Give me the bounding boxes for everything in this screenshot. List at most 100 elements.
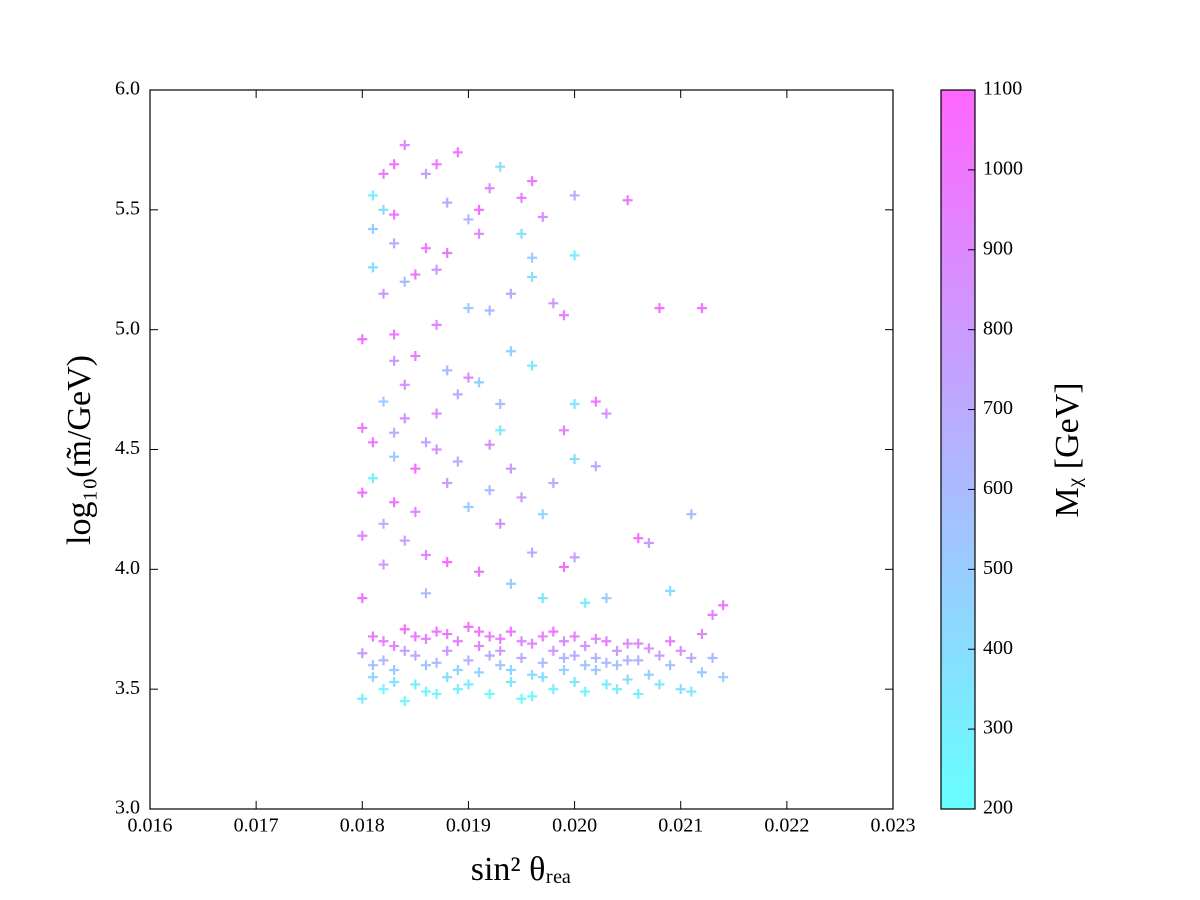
- point: [548, 298, 559, 309]
- point: [537, 509, 548, 520]
- point: [633, 655, 644, 666]
- point: [569, 676, 580, 687]
- point: [569, 454, 580, 465]
- point: [569, 250, 580, 261]
- point: [665, 660, 676, 671]
- y-tick-label: 4.0: [115, 557, 140, 579]
- point: [569, 190, 580, 201]
- point: [378, 518, 389, 529]
- point: [474, 566, 485, 577]
- point: [495, 633, 506, 644]
- point: [601, 593, 612, 604]
- point: [420, 549, 431, 560]
- y-tick-label: 6.0: [115, 78, 140, 100]
- point: [622, 674, 633, 685]
- colorbar-tick-label: 1100: [983, 78, 1022, 100]
- y-tick-label: 5.5: [115, 197, 140, 219]
- point: [484, 183, 495, 194]
- point: [590, 664, 601, 675]
- point: [537, 593, 548, 604]
- point: [420, 243, 431, 254]
- point: [431, 264, 442, 275]
- point: [452, 389, 463, 400]
- point: [399, 696, 410, 707]
- point: [665, 585, 676, 596]
- point: [707, 609, 718, 620]
- point: [378, 655, 389, 666]
- point: [367, 437, 378, 448]
- point: [410, 269, 421, 280]
- point: [590, 396, 601, 407]
- point: [463, 679, 474, 690]
- x-tick-label: 0.018: [340, 815, 385, 837]
- colorbar-tick-label: 700: [983, 397, 1013, 419]
- point: [378, 396, 389, 407]
- point: [442, 672, 453, 683]
- point: [357, 422, 368, 433]
- point: [442, 645, 453, 656]
- point: [399, 535, 410, 546]
- point: [686, 653, 697, 664]
- point: [590, 653, 601, 664]
- y-tick-label: 3.5: [115, 677, 140, 699]
- point: [558, 561, 569, 572]
- colorbar-tick-label: 400: [983, 637, 1013, 659]
- point: [601, 679, 612, 690]
- point: [399, 140, 410, 151]
- point: [505, 463, 516, 474]
- point: [463, 655, 474, 666]
- point: [612, 660, 623, 671]
- point: [516, 192, 527, 203]
- point: [357, 648, 368, 659]
- point: [527, 691, 538, 702]
- point: [580, 641, 591, 652]
- point: [569, 631, 580, 642]
- point: [367, 190, 378, 201]
- point: [442, 365, 453, 376]
- x-tick-label: 0.016: [128, 815, 173, 837]
- point: [527, 638, 538, 649]
- colorbar-tick-label: 1000: [983, 157, 1023, 179]
- point: [389, 497, 400, 508]
- point: [665, 636, 676, 647]
- point: [622, 655, 633, 666]
- point: [527, 547, 538, 558]
- point: [654, 650, 665, 661]
- point: [378, 168, 389, 179]
- point: [420, 588, 431, 599]
- point: [527, 360, 538, 371]
- point: [505, 578, 516, 589]
- point: [516, 693, 527, 704]
- point: [675, 645, 686, 656]
- point: [367, 262, 378, 273]
- point: [410, 679, 421, 690]
- x-tick-label: 0.022: [764, 815, 809, 837]
- point: [389, 641, 400, 652]
- point: [357, 593, 368, 604]
- point: [516, 492, 527, 503]
- point: [548, 684, 559, 695]
- point: [389, 451, 400, 462]
- point: [431, 626, 442, 637]
- point: [420, 168, 431, 179]
- point: [474, 204, 485, 215]
- point: [357, 487, 368, 498]
- point: [357, 334, 368, 345]
- point: [643, 669, 654, 680]
- point: [654, 679, 665, 690]
- point: [590, 633, 601, 644]
- point: [463, 214, 474, 225]
- point: [558, 664, 569, 675]
- point: [378, 559, 389, 570]
- y-tick-label: 4.5: [115, 437, 140, 459]
- colorbar-tick-label: 200: [983, 797, 1013, 819]
- point: [474, 228, 485, 239]
- point: [420, 660, 431, 671]
- point: [537, 212, 548, 223]
- point: [399, 624, 410, 635]
- point: [612, 684, 623, 695]
- point: [378, 684, 389, 695]
- point: [420, 437, 431, 448]
- x-tick-label: 0.019: [446, 815, 491, 837]
- point: [367, 660, 378, 671]
